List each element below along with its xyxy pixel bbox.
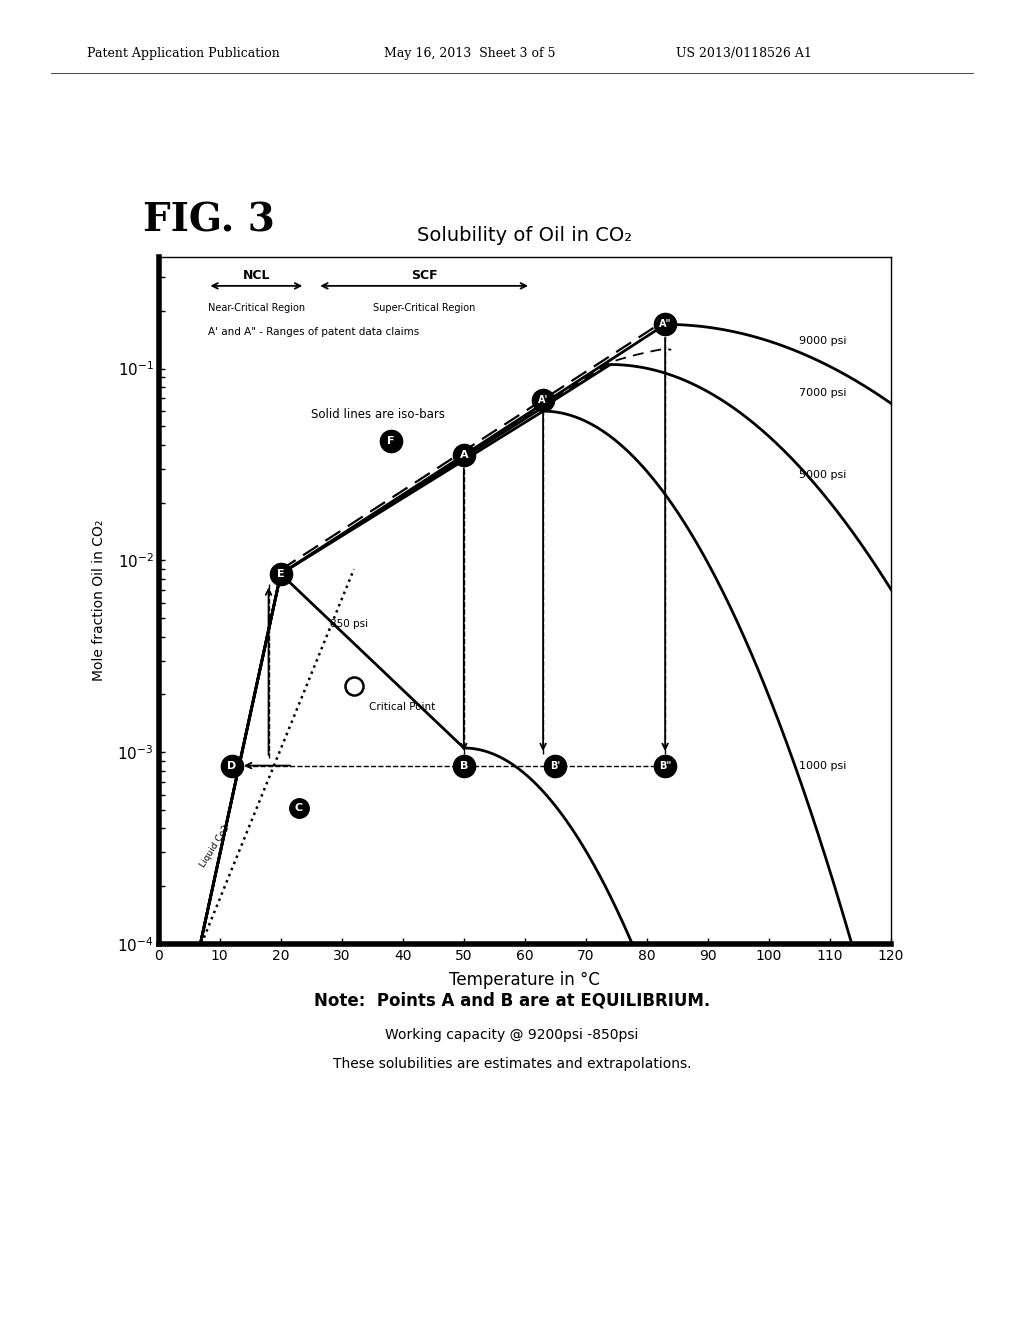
Text: Critical Point: Critical Point <box>370 702 435 713</box>
Text: C: C <box>295 803 303 813</box>
Text: Liquid Co2: Liquid Co2 <box>199 824 231 870</box>
Text: 7000 psi: 7000 psi <box>800 388 847 397</box>
Text: A": A" <box>658 319 672 330</box>
Text: 5000 psi: 5000 psi <box>800 470 847 479</box>
Text: These solubilities are estimates and extrapolations.: These solubilities are estimates and ext… <box>333 1057 691 1071</box>
X-axis label: Temperature in °C: Temperature in °C <box>450 972 600 989</box>
Text: Note:  Points A and B are at EQUILIBRIUM.: Note: Points A and B are at EQUILIBRIUM. <box>314 991 710 1010</box>
Y-axis label: Mole fraction Oil in CO₂: Mole fraction Oil in CO₂ <box>92 520 106 681</box>
Text: A': A' <box>538 395 548 404</box>
Text: Solid lines are iso-bars: Solid lines are iso-bars <box>311 408 445 421</box>
Text: E: E <box>276 569 285 579</box>
Text: Patent Application Publication: Patent Application Publication <box>87 46 280 59</box>
Text: FIG. 3: FIG. 3 <box>143 201 275 239</box>
Text: Super-Critical Region: Super-Critical Region <box>373 302 475 313</box>
Text: A' and A" - Ranges of patent data claims: A' and A" - Ranges of patent data claims <box>208 327 419 337</box>
Text: 9000 psi: 9000 psi <box>800 335 847 346</box>
Text: May 16, 2013  Sheet 3 of 5: May 16, 2013 Sheet 3 of 5 <box>384 46 555 59</box>
Text: B': B' <box>550 760 560 771</box>
Text: B: B <box>460 760 468 771</box>
Text: D: D <box>227 760 237 771</box>
Text: Near-Critical Region: Near-Critical Region <box>208 302 305 313</box>
Text: 850 psi: 850 psi <box>330 619 368 628</box>
Text: F: F <box>387 436 394 446</box>
Text: 1000 psi: 1000 psi <box>800 760 847 771</box>
Text: A: A <box>460 450 468 461</box>
Text: Working capacity @ 9200psi -850psi: Working capacity @ 9200psi -850psi <box>385 1028 639 1041</box>
Title: Solubility of Oil in CO₂: Solubility of Oil in CO₂ <box>417 226 633 244</box>
Text: NCL: NCL <box>243 269 270 282</box>
Text: US 2013/0118526 A1: US 2013/0118526 A1 <box>676 46 812 59</box>
Text: SCF: SCF <box>411 269 437 282</box>
Text: B": B" <box>658 760 672 771</box>
